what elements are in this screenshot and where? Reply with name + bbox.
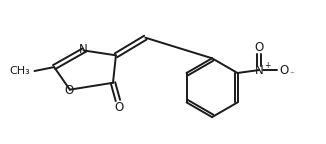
Text: O: O (255, 41, 264, 54)
Text: N: N (255, 64, 263, 77)
Text: ⁻: ⁻ (289, 70, 294, 79)
Text: CH₃: CH₃ (10, 66, 31, 76)
Text: O: O (279, 64, 288, 77)
Text: O: O (64, 84, 73, 97)
Text: O: O (114, 101, 124, 114)
Text: N: N (79, 43, 88, 56)
Text: +: + (264, 61, 270, 70)
